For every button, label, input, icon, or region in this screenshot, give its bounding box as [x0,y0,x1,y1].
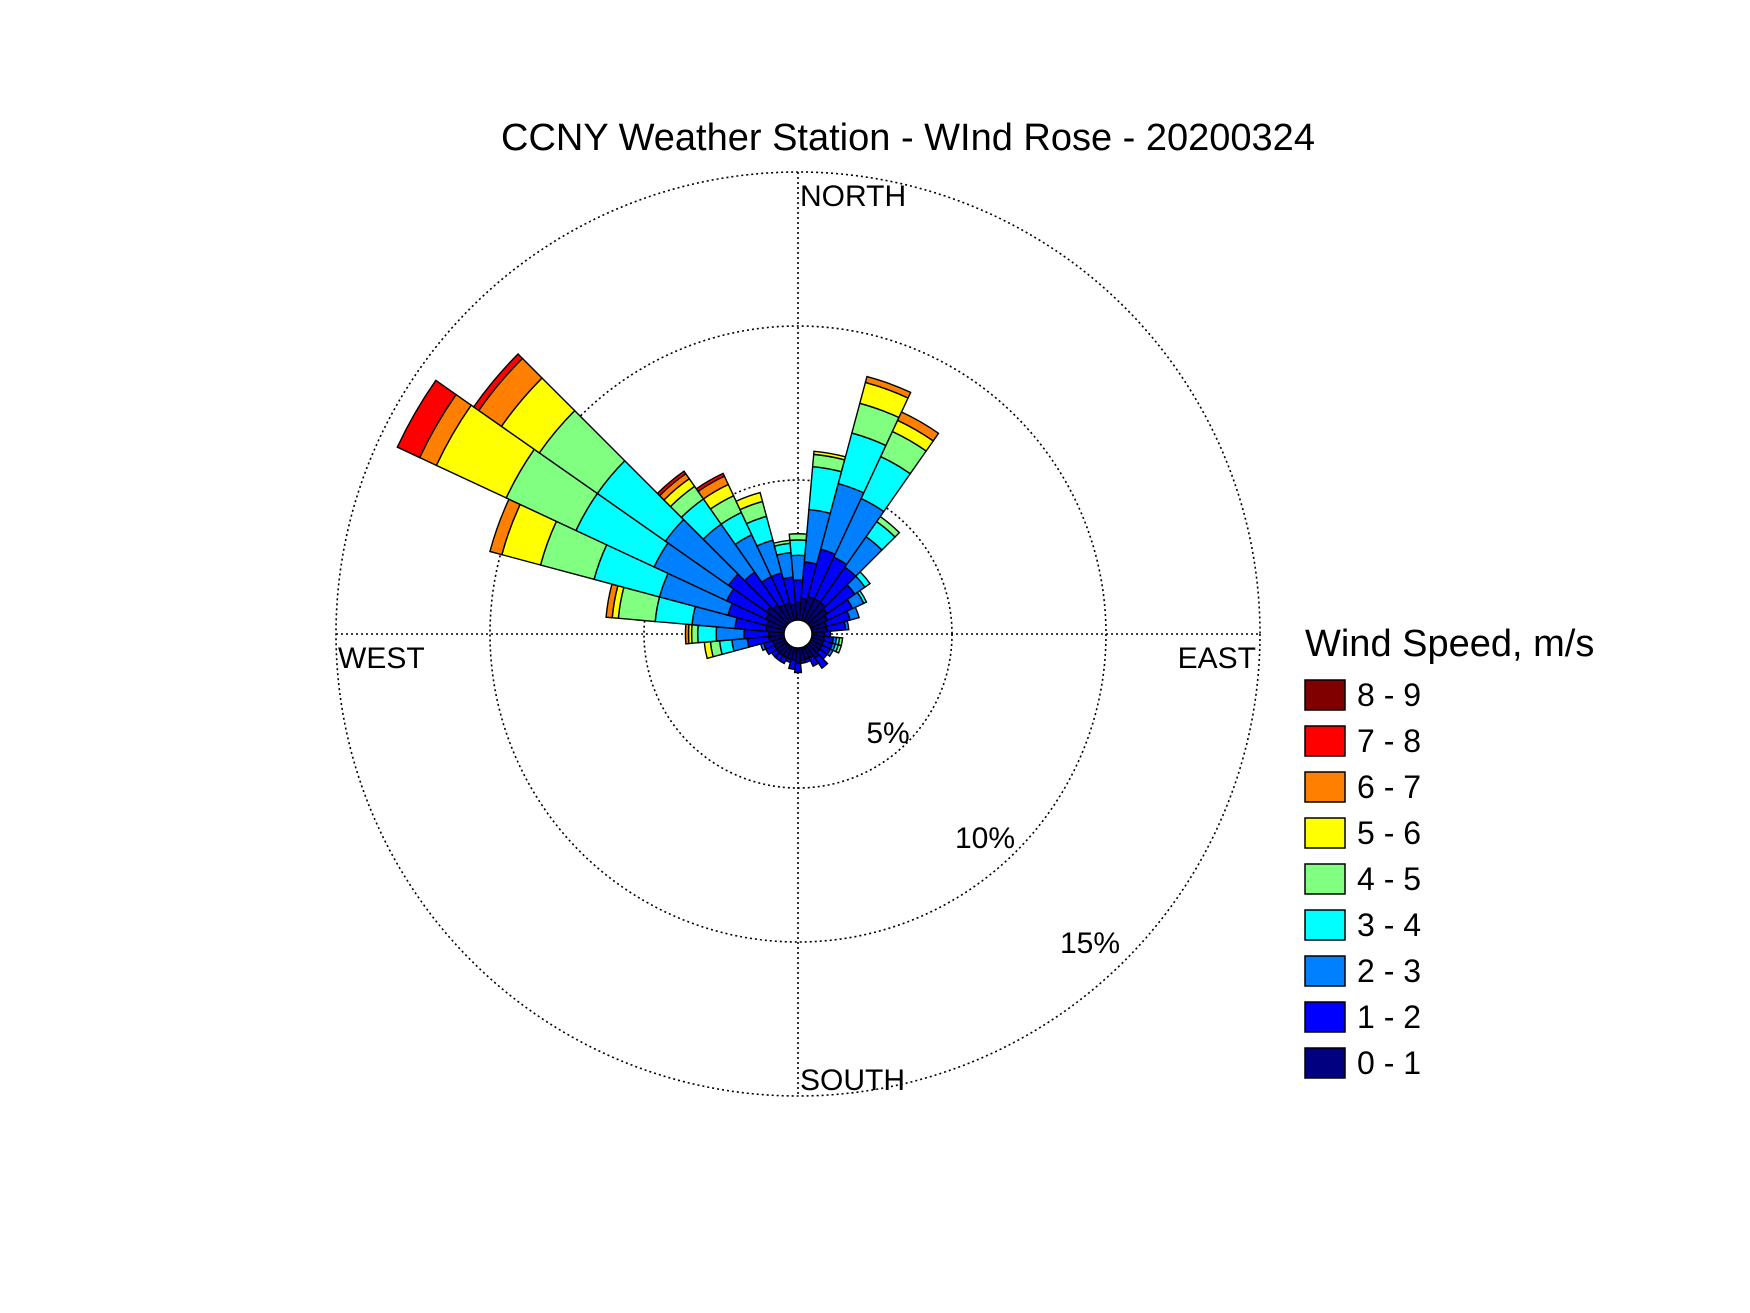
ring-label-5: 5% [866,717,909,750]
legend-label: 4 - 5 [1357,861,1421,897]
wedge-dir-70-speed-2 [846,606,860,621]
legend-swatch [1304,771,1346,803]
wedge-dir-300-speed-7 [396,379,457,459]
legend-label: 5 - 6 [1357,815,1421,851]
legend-label: 2 - 3 [1357,953,1421,989]
wedge-dir-80-speed-2 [843,619,850,631]
legend-title: Wind Speed, m/s [1305,623,1594,665]
legend-swatch [1304,909,1346,941]
wedge-dir-180-speed-1 [793,662,803,674]
ring-label-10: 10% [955,822,1015,855]
chart-title: CCNY Weather Station - WInd Rose - 20200… [501,117,1315,159]
ring-label-15: 15% [1060,927,1120,960]
wedge-dir-20-speed-6 [864,375,912,399]
wedge-dir-140-speed-1 [813,653,829,670]
wedge-dir-110-speed-4 [834,643,843,654]
wedge-dir-0-speed-3 [789,539,807,557]
wedge-dir-320-speed-7 [656,470,687,497]
wedge-dir-330-speed-7 [695,472,726,493]
wedge-dir-40-speed-4 [875,515,901,538]
wedge-dir-30-speed-6 [896,411,940,442]
wedge-dir-270-speed-6 [684,623,690,645]
legend: Wind Speed, m/s 8 - 9 7 - 8 6 - 7 5 - 6 4 - … [1304,623,1594,1081]
wedge-dir-260-speed-2 [731,637,750,653]
legend-swatch [1304,817,1346,849]
legend-swatch [1304,1001,1346,1033]
legend-label: 6 - 7 [1357,769,1421,805]
wedge-dir-350-speed-4 [772,539,791,547]
wedge-dir-310-speed-7 [472,353,524,412]
legend-label: 8 - 9 [1357,677,1421,713]
north-label: NORTH [800,180,906,213]
wedge-dir-270-speed-4 [690,623,699,645]
east-label: EAST [1178,642,1256,675]
legend-swatch [1304,679,1346,711]
south-label: SOUTH [800,1064,905,1097]
legend-label: 0 - 1 [1357,1045,1421,1081]
wedge-dir-150-speed-1 [808,654,820,668]
wedge-dir-50-speed-3 [854,570,871,589]
west-label: WEST [338,642,425,675]
legend-swatch [1304,863,1346,895]
legend-label: 3 - 4 [1357,907,1421,943]
legend-label: 7 - 8 [1357,723,1421,759]
wedge-dir-60-speed-3 [856,589,868,605]
legend-swatch [1304,1047,1346,1079]
wind-rose-wedges [396,353,940,674]
calm-center [783,619,813,649]
wedge-dir-270-speed-3 [697,624,718,644]
legend-swatch [1304,955,1346,987]
wedge-dir-0-speed-4 [788,533,808,542]
legend-label: 1 - 2 [1357,999,1421,1035]
wedge-dir-340-speed-5 [735,491,764,511]
legend-swatch [1304,725,1346,757]
wedge-dir-120-speed-2 [826,648,834,658]
